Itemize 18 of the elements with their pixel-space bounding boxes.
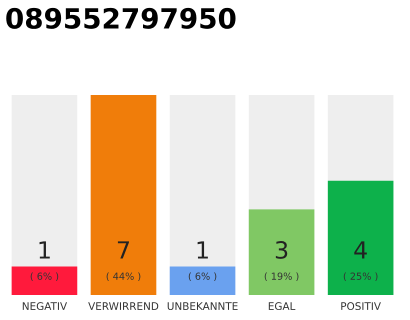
data-label: 3 [276, 241, 288, 259]
x-tick-label: POSITIV [341, 302, 381, 310]
x-tick-label: UNBEKANNTE [168, 302, 238, 310]
data-label: 1 [198, 241, 208, 259]
x-tick-label: EGAL [268, 302, 296, 310]
annotation: ( 6% ) [30, 272, 58, 282]
chart-title: 089552797950 [6, 8, 236, 29]
x-tick-label: VERWIRREND [88, 302, 158, 310]
bar [12, 266, 78, 296]
data-label: 4 [354, 241, 367, 259]
x-tick-label: NEGATIV [22, 302, 68, 310]
annotation: ( 6% ) [188, 272, 216, 282]
bar [170, 266, 236, 296]
data-label: 7 [118, 241, 129, 259]
annotation: ( 19% ) [264, 272, 298, 282]
annotation: ( 44% ) [106, 272, 140, 282]
annotation: ( 25% ) [344, 272, 378, 282]
data-label: 1 [40, 241, 50, 259]
